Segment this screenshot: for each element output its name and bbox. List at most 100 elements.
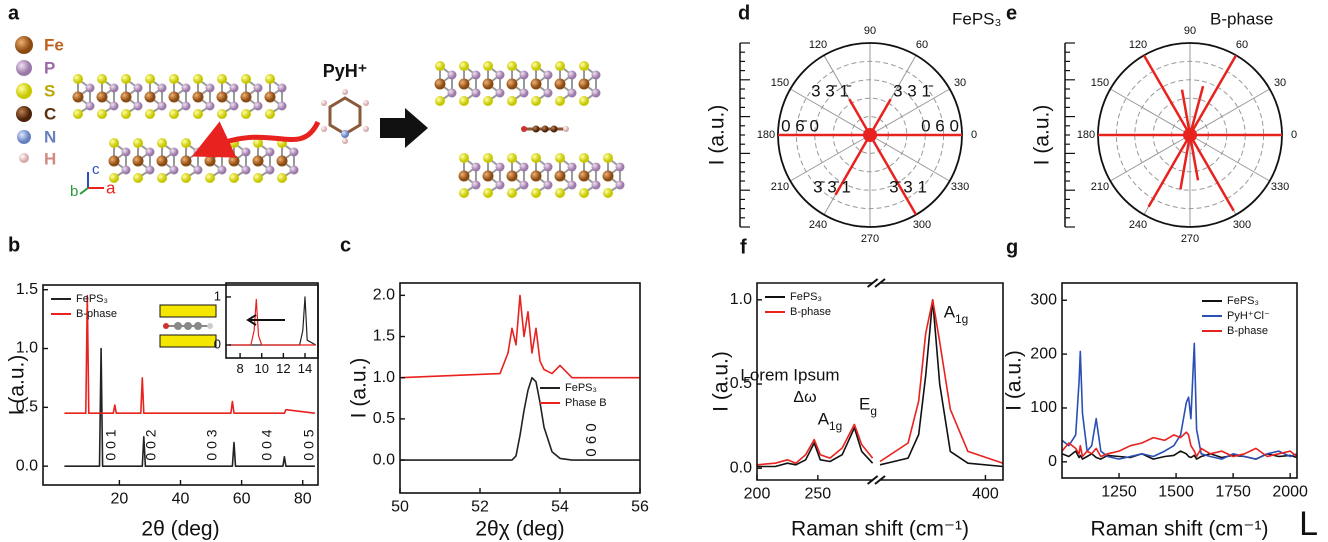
element-label: S (44, 81, 55, 100)
theta-tick-label: 330 (1271, 181, 1289, 193)
x-tick-label: 8 (236, 361, 243, 376)
x-tick-label: 80 (294, 491, 312, 508)
insertion-arrow (191, 120, 321, 158)
axis-b (79, 187, 89, 195)
panel-label: e (1006, 2, 1017, 24)
axis-frame (756, 282, 1004, 481)
y-tick-label: 1.5 (16, 281, 38, 298)
annotation: A1g (818, 409, 843, 433)
chart-title: B-phase (1210, 9, 1273, 28)
panel-label: f (740, 236, 747, 258)
x-tick-label: 1500 (1158, 484, 1194, 501)
data-line (399, 294, 640, 379)
axis-frame (225, 282, 319, 359)
theta-tick-label: 120 (809, 39, 827, 51)
y-tick-label: 0.5 (16, 399, 38, 416)
y-tick-label: 1.5 (373, 328, 395, 345)
polar-line (834, 134, 872, 196)
y-tick-label: 2.0 (373, 287, 395, 304)
y-tick-label: 100 (1030, 399, 1057, 416)
panel-label: b (8, 234, 20, 256)
annotation: Δω (793, 389, 816, 406)
axis-frame (1061, 282, 1298, 479)
polar-spoke (790, 88, 871, 136)
theta-tick-label: 30 (954, 77, 966, 89)
y-tick-label: 1.0 (730, 291, 752, 308)
polar-spoke (869, 88, 950, 136)
reaction-arrow (380, 108, 428, 148)
polar-line (868, 134, 918, 216)
legend-label: PyH⁺Cl⁻ (1227, 310, 1270, 322)
x-tick-label: 50 (391, 499, 409, 516)
x-tick-label: 14 (298, 361, 312, 376)
axis-break (866, 475, 886, 485)
polar-center (863, 128, 877, 142)
data-line (400, 376, 640, 461)
x-tick-label: 200 (744, 486, 771, 503)
theta-tick-label: 270 (1181, 233, 1199, 245)
theta-tick-label: 60 (916, 39, 928, 51)
element-label: Fe (44, 35, 64, 54)
y-axis-label: I (a.u.) (710, 351, 733, 412)
polar-line (1147, 134, 1192, 208)
x-tick-label: 60 (233, 491, 251, 508)
y-tick-label: 0.0 (373, 451, 395, 468)
x-tick-label: 400 (972, 486, 999, 503)
y-tick-label: 1.0 (373, 369, 395, 386)
data-line (229, 298, 316, 346)
y-axis-label: I (a.u.) (1031, 105, 1054, 166)
x-tick-label: 56 (631, 499, 649, 516)
legend-label: FePS₃ (1227, 295, 1259, 307)
polar-line (1188, 134, 1200, 181)
annotation: 0 0 1 (103, 429, 119, 460)
data-line (879, 299, 1004, 468)
panel-label: a (8, 2, 20, 24)
polar-line (1180, 89, 1192, 136)
theta-tick-label: 240 (1129, 219, 1147, 231)
y-tick-label: 200 (1030, 345, 1057, 362)
theta-tick-label: 60 (1236, 39, 1248, 51)
layer (458, 152, 626, 198)
theta-tick-label: 0 (1291, 129, 1297, 141)
x-tick-label: 54 (551, 499, 569, 516)
atom-icon (17, 130, 31, 144)
polar-spoke (1110, 88, 1191, 136)
y-tick-label: 1.0 (16, 340, 38, 357)
y-tick-label: 0.5 (373, 410, 395, 427)
theta-tick-label: 180 (757, 129, 775, 141)
polar-line (1188, 85, 1205, 136)
theta-tick-label: 30 (1274, 77, 1286, 89)
polar-line (1188, 54, 1238, 136)
element-label: N (44, 127, 56, 146)
polar-spoke (1189, 88, 1270, 136)
annotation: 0 0 2 (143, 429, 159, 460)
data-line (64, 294, 315, 414)
y-tick-label: 300 (1030, 291, 1057, 308)
x-tick-label: 52 (471, 499, 489, 516)
x-tick-label: 250 (805, 486, 832, 503)
layer (108, 137, 300, 183)
y-axis-label: I (a.u.) (706, 105, 729, 166)
polar-spoke (790, 134, 871, 182)
x-axis-label: Raman shift (cm⁻¹) (1091, 518, 1269, 541)
data-line (64, 347, 315, 467)
pyridinium (321, 89, 369, 144)
theta-tick-label: 90 (1184, 25, 1196, 37)
theta-tick-label: 300 (1233, 219, 1251, 231)
reagent-label: PyH⁺ (323, 61, 368, 81)
panel-a: a Fe P S C N H PyH⁺ c b (8, 2, 626, 200)
annotation: 0 0 3 (204, 429, 220, 460)
theta-tick-label: 300 (913, 219, 931, 231)
axis-label: a (106, 178, 116, 197)
layer (72, 73, 288, 119)
theta-tick-label: 210 (1091, 181, 1109, 193)
x-tick-label: 2000 (1272, 484, 1308, 501)
panel-label: g (1006, 236, 1018, 258)
annotation: 0 6 0 (583, 423, 600, 456)
y-axis-label: I (a.u.) (6, 355, 29, 416)
annotation: 3̄ 3 1 (889, 177, 927, 196)
legend-label: B-phase (790, 306, 831, 318)
y-tick-label: 0.5 (730, 375, 752, 392)
element-label: C (44, 104, 56, 123)
